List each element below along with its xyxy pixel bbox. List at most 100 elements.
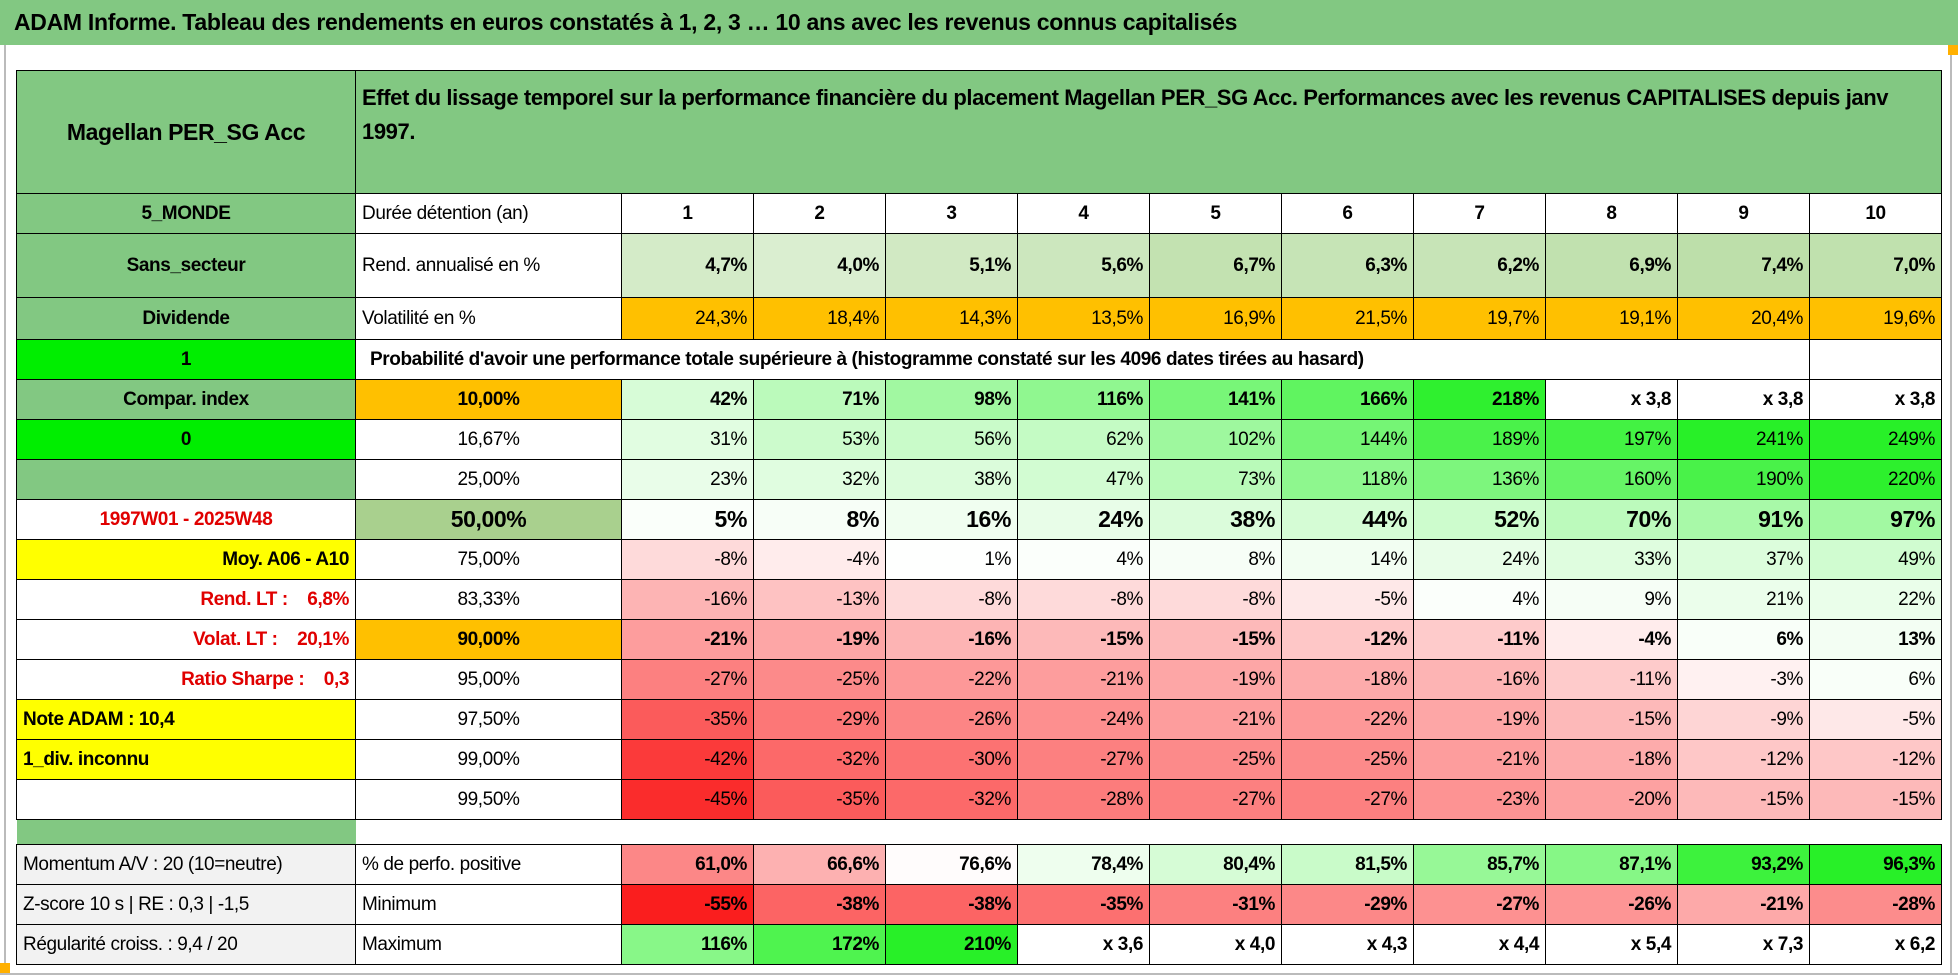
- year-header[interactable]: 7: [1413, 193, 1546, 234]
- probability-cell[interactable]: 13%: [1809, 619, 1942, 660]
- probability-title[interactable]: Probabilité d'avoir une performance tota…: [355, 339, 1810, 380]
- probability-cell[interactable]: 9%: [1545, 579, 1678, 620]
- return-cell[interactable]: 6,2%: [1413, 233, 1546, 298]
- probability-cell[interactable]: -27%: [1281, 779, 1414, 820]
- probability-cell[interactable]: -9%: [1677, 699, 1810, 740]
- year-header[interactable]: 10: [1809, 193, 1942, 234]
- volatility-cell[interactable]: 19,7%: [1413, 297, 1546, 340]
- year-header[interactable]: 6: [1281, 193, 1414, 234]
- probability-cell[interactable]: -24%: [1017, 699, 1150, 740]
- probability-cell[interactable]: -27%: [621, 659, 754, 700]
- minimum-cell[interactable]: -38%: [885, 884, 1018, 925]
- probability-cell[interactable]: -42%: [621, 739, 754, 780]
- row-label[interactable]: Volatilité en %: [355, 297, 622, 340]
- probability-cell[interactable]: -21%: [1149, 699, 1282, 740]
- return-cell[interactable]: 6,3%: [1281, 233, 1414, 298]
- probability-cell[interactable]: 21%: [1677, 579, 1810, 620]
- row-label[interactable]: Rend. annualisé en %: [355, 233, 622, 298]
- probability-cell[interactable]: 249%: [1809, 419, 1942, 460]
- volatility-cell[interactable]: 14,3%: [885, 297, 1018, 340]
- flag-1[interactable]: 1: [16, 339, 356, 380]
- probability-cell[interactable]: -3%: [1677, 659, 1810, 700]
- probability-cell[interactable]: -5%: [1809, 699, 1942, 740]
- probability-cell[interactable]: -25%: [753, 659, 886, 700]
- period-label[interactable]: 1997W01 - 2025W48: [16, 499, 356, 540]
- threshold-cell[interactable]: 25,00%: [355, 459, 622, 500]
- adam-score[interactable]: Note ADAM : 10,4: [16, 699, 356, 740]
- threshold-cell[interactable]: 99,00%: [355, 739, 622, 780]
- sharpe-ratio[interactable]: Ratio Sharpe : 0,3: [16, 659, 356, 700]
- minimum-cell[interactable]: -27%: [1413, 884, 1546, 925]
- year-header[interactable]: 9: [1677, 193, 1810, 234]
- positive-cell[interactable]: 85,7%: [1413, 844, 1546, 885]
- probability-cell[interactable]: -22%: [885, 659, 1018, 700]
- year-header[interactable]: 4: [1017, 193, 1150, 234]
- probability-cell[interactable]: 23%: [621, 459, 754, 500]
- maximum-cell[interactable]: x 4,4: [1413, 924, 1546, 965]
- probability-cell[interactable]: 189%: [1413, 419, 1546, 460]
- minimum-cell[interactable]: -21%: [1677, 884, 1810, 925]
- threshold-cell[interactable]: 95,00%: [355, 659, 622, 700]
- probability-cell[interactable]: -32%: [885, 779, 1018, 820]
- average-label[interactable]: Moy. A06 - A10: [16, 539, 356, 580]
- maximum-cell[interactable]: x 4,3: [1281, 924, 1414, 965]
- probability-cell[interactable]: -11%: [1545, 659, 1678, 700]
- long-term-return[interactable]: Rend. LT : 6,8%: [16, 579, 356, 620]
- probability-cell[interactable]: -8%: [885, 579, 1018, 620]
- probability-cell[interactable]: -30%: [885, 739, 1018, 780]
- probability-cell[interactable]: -19%: [1149, 659, 1282, 700]
- probability-cell[interactable]: -21%: [1017, 659, 1150, 700]
- positive-cell[interactable]: 81,5%: [1281, 844, 1414, 885]
- probability-cell[interactable]: -26%: [885, 699, 1018, 740]
- probability-cell[interactable]: 197%: [1545, 419, 1678, 460]
- threshold-cell[interactable]: 90,00%: [355, 619, 622, 660]
- probability-cell[interactable]: -4%: [1545, 619, 1678, 660]
- probability-cell[interactable]: 71%: [753, 379, 886, 420]
- year-header[interactable]: 8: [1545, 193, 1678, 234]
- return-cell[interactable]: 6,7%: [1149, 233, 1282, 298]
- return-cell[interactable]: 4,7%: [621, 233, 754, 298]
- minimum-cell[interactable]: -35%: [1017, 884, 1150, 925]
- dividend-label[interactable]: Dividende: [16, 297, 356, 340]
- probability-cell[interactable]: 22%: [1809, 579, 1942, 620]
- positive-cell[interactable]: 78,4%: [1017, 844, 1150, 885]
- probability-cell[interactable]: -8%: [1149, 579, 1282, 620]
- probability-cell[interactable]: -16%: [621, 579, 754, 620]
- maximum-cell[interactable]: x 3,6: [1017, 924, 1150, 965]
- probability-cell[interactable]: -12%: [1809, 739, 1942, 780]
- volatility-cell[interactable]: 19,1%: [1545, 297, 1678, 340]
- return-cell[interactable]: 4,0%: [753, 233, 886, 298]
- volatility-cell[interactable]: 16,9%: [1149, 297, 1282, 340]
- probability-cell[interactable]: -15%: [1149, 619, 1282, 660]
- threshold-cell[interactable]: 83,33%: [355, 579, 622, 620]
- probability-cell[interactable]: -45%: [621, 779, 754, 820]
- probability-cell[interactable]: 16%: [885, 499, 1018, 540]
- probability-cell[interactable]: 241%: [1677, 419, 1810, 460]
- probability-cell[interactable]: 42%: [621, 379, 754, 420]
- probability-cell[interactable]: x 3,8: [1677, 379, 1810, 420]
- compar-index-label[interactable]: Compar. index: [16, 379, 356, 420]
- probability-cell[interactable]: -19%: [753, 619, 886, 660]
- probability-cell[interactable]: 141%: [1149, 379, 1282, 420]
- volatility-cell[interactable]: 21,5%: [1281, 297, 1414, 340]
- probability-cell[interactable]: -18%: [1281, 659, 1414, 700]
- probability-cell[interactable]: -21%: [621, 619, 754, 660]
- long-term-volatility[interactable]: Volat. LT : 20,1%: [16, 619, 356, 660]
- volatility-cell[interactable]: 13,5%: [1017, 297, 1150, 340]
- maximum-cell[interactable]: x 7,3: [1677, 924, 1810, 965]
- probability-cell[interactable]: 6%: [1677, 619, 1810, 660]
- probability-cell[interactable]: x 3,8: [1809, 379, 1942, 420]
- probability-cell[interactable]: -12%: [1281, 619, 1414, 660]
- probability-cell[interactable]: -35%: [621, 699, 754, 740]
- probability-cell[interactable]: -23%: [1413, 779, 1546, 820]
- probability-cell[interactable]: 4%: [1017, 539, 1150, 580]
- volatility-cell[interactable]: 19,6%: [1809, 297, 1942, 340]
- probability-cell[interactable]: 102%: [1149, 419, 1282, 460]
- probability-cell[interactable]: 49%: [1809, 539, 1942, 580]
- probability-cell[interactable]: 53%: [753, 419, 886, 460]
- volatility-cell[interactable]: 18,4%: [753, 297, 886, 340]
- probability-cell[interactable]: -25%: [1149, 739, 1282, 780]
- sector-label[interactable]: Sans_secteur: [16, 233, 356, 298]
- row-label[interactable]: Maximum: [355, 924, 622, 965]
- minimum-cell[interactable]: -28%: [1809, 884, 1942, 925]
